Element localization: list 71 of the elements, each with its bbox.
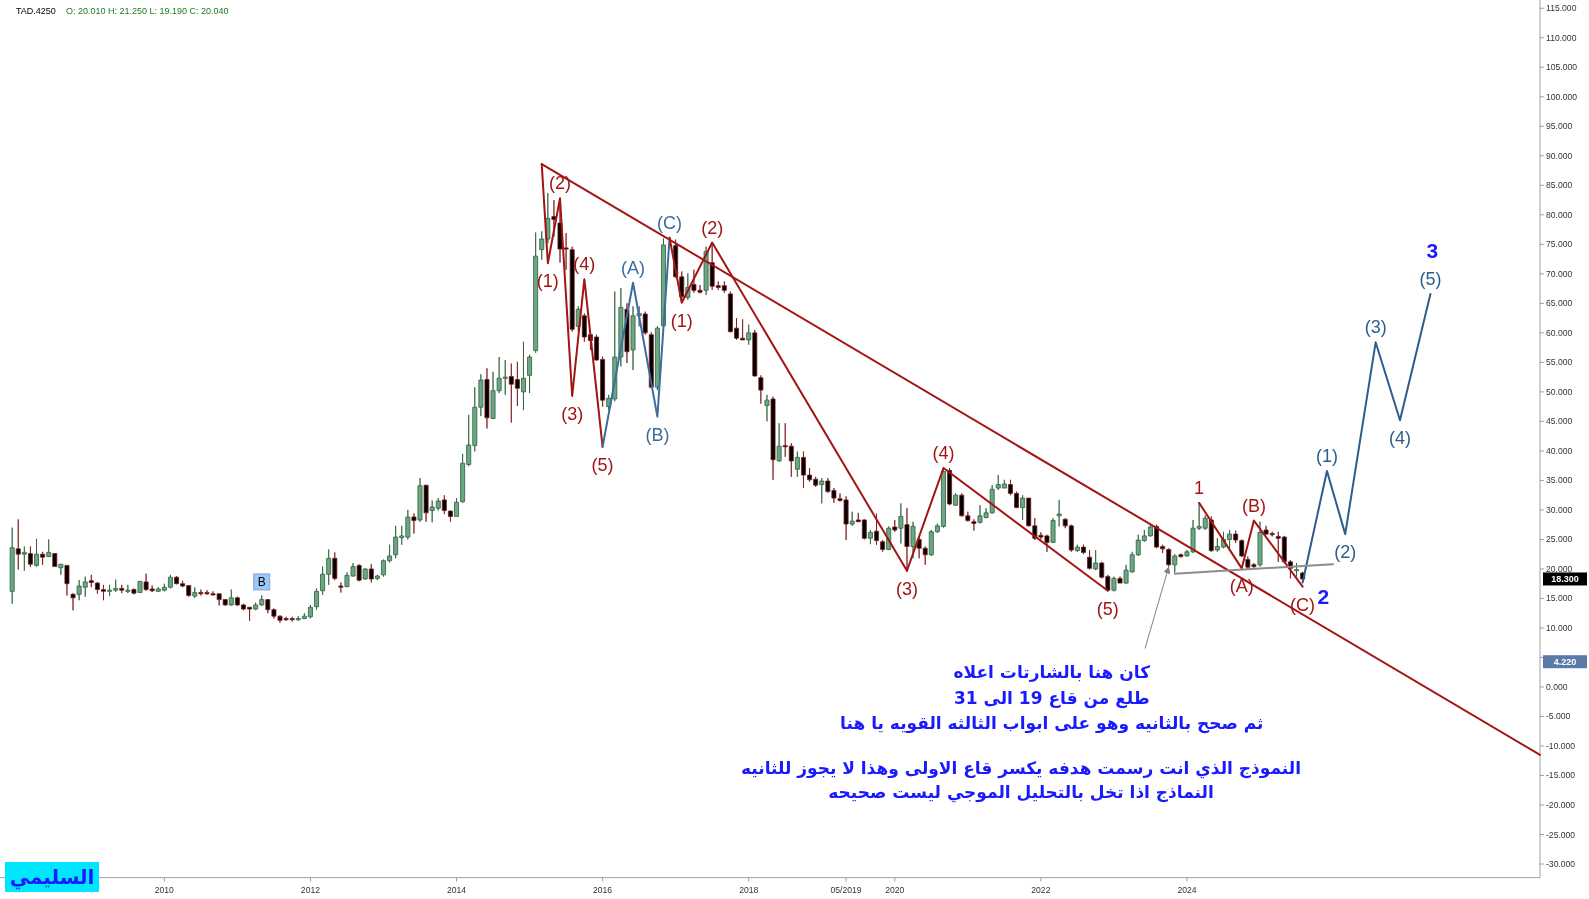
- y-tick-label: -10.000: [1546, 740, 1576, 751]
- annotation: ثم صحح بالثانيه وهو على ابواب الثالثه القويه يا هنا: [840, 712, 1264, 734]
- y-tick-label: 105.000: [1546, 62, 1578, 73]
- annotation: (B): [645, 424, 670, 445]
- annotation: (3): [561, 404, 584, 425]
- y-tick-label: 110.000: [1546, 32, 1577, 43]
- annotation: النموذج الذي انت رسمت هدفه يكسر قاع الاولى وهذا لا يجوز للثانيه: [741, 758, 1302, 780]
- x-tick-label: 2024: [1177, 884, 1197, 895]
- text: TAD.4250: [16, 6, 56, 16]
- y-tick-label: 85.000: [1546, 180, 1573, 191]
- annotation: (5): [1096, 598, 1119, 619]
- annotation: (C): [1290, 594, 1316, 615]
- y-tick-label: 80.000: [1546, 209, 1573, 220]
- annotation: (2): [701, 217, 724, 238]
- x-tick-label: 2014: [446, 884, 467, 895]
- annotation: (4): [932, 443, 955, 464]
- annotation: B: [257, 575, 266, 590]
- y-tick-label: 65.000: [1546, 298, 1573, 309]
- y-tick-label: 60.000: [1546, 327, 1573, 338]
- annotation: 2: [1317, 584, 1330, 608]
- annotation: 1: [1194, 477, 1205, 498]
- annotation: 3: [1426, 238, 1439, 262]
- x-tick-label: 2016: [593, 884, 613, 895]
- annotation: كان هنا بالشارتات اعلاه: [953, 661, 1151, 682]
- y-tick-label: 20.000: [1546, 563, 1573, 574]
- y-tick-label: 45.000: [1546, 416, 1573, 427]
- x-tick-label: 2022: [1031, 884, 1051, 895]
- y-tick-label: 40.000: [1546, 445, 1573, 456]
- annotation: (C): [657, 212, 683, 233]
- annotation: (A): [621, 257, 646, 278]
- annotation: (3): [895, 578, 918, 599]
- y-tick-label: -15.000: [1546, 770, 1576, 781]
- y-tick-label: 95.000: [1546, 121, 1573, 132]
- y-tick-label: 50.000: [1546, 386, 1573, 397]
- annotation: (3): [1364, 317, 1387, 338]
- y-tick-label: -25.000: [1546, 829, 1576, 840]
- y-tick-label: -5.000: [1546, 711, 1571, 722]
- annotation: (5): [591, 454, 614, 475]
- y-tick-label: 30.000: [1546, 504, 1573, 515]
- annotation: (1): [670, 310, 693, 331]
- y-tick-label: 25.000: [1546, 534, 1573, 545]
- x-tick-label: 2020: [885, 884, 905, 895]
- y-tick-label: 75.000: [1546, 239, 1573, 250]
- text: O: 20.010 H: 21.250 L: 19.190 C: 20.040: [66, 6, 229, 16]
- y-tick-label: 70.000: [1546, 268, 1573, 279]
- annotation: (B): [1241, 495, 1266, 516]
- annotation: (4): [1389, 428, 1411, 449]
- y-tick-label: 0.000: [1546, 681, 1568, 692]
- annotation: (A): [1229, 576, 1254, 597]
- x-tick-label: 2012: [300, 884, 321, 895]
- y-tick-label: 10.000: [1546, 622, 1573, 633]
- x-tick-label: 2018: [739, 884, 759, 895]
- annotation: (5): [1419, 268, 1442, 289]
- annotation: (1): [1315, 445, 1338, 466]
- y-tick-label: 15.000: [1546, 593, 1573, 604]
- y-tick-label: 115.000: [1546, 3, 1577, 14]
- y-tick-label: -30.000: [1546, 859, 1576, 870]
- x-tick-label: 2010: [154, 884, 175, 895]
- annotation: النماذج اذا تخل بالتحليل الموجي ليست صحيحه: [828, 782, 1214, 804]
- y-tick-label: -20.000: [1546, 800, 1576, 811]
- text: 4.220: [1553, 657, 1577, 668]
- text: 18.300: [1551, 574, 1579, 585]
- y-tick-label: 55.000: [1546, 357, 1573, 368]
- annotation: (2): [1334, 542, 1357, 563]
- x-tick-label: 05/2019: [830, 884, 862, 895]
- y-tick-label: 90.000: [1546, 150, 1573, 161]
- y-tick-label: 35.000: [1546, 475, 1573, 486]
- annotation: طلع من قاع 19 الى 31: [953, 688, 1150, 710]
- y-tick-label: 100.000: [1546, 91, 1578, 102]
- annotation: (2): [549, 173, 571, 194]
- annotation: (1): [536, 271, 559, 292]
